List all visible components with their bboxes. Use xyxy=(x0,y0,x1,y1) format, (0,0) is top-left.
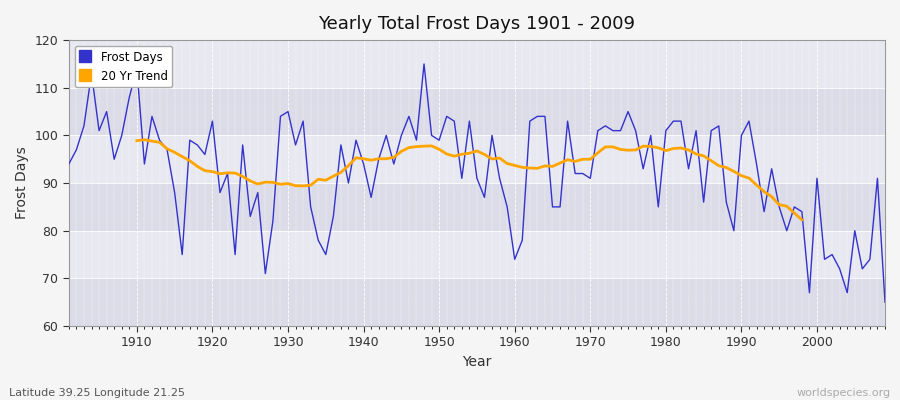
Y-axis label: Frost Days: Frost Days xyxy=(15,147,29,220)
Bar xyxy=(68,231,885,278)
Text: worldspecies.org: worldspecies.org xyxy=(796,388,891,398)
Text: Latitude 39.25 Longitude 21.25: Latitude 39.25 Longitude 21.25 xyxy=(9,388,185,398)
Bar xyxy=(68,88,885,136)
Bar xyxy=(68,136,885,183)
Title: Yearly Total Frost Days 1901 - 2009: Yearly Total Frost Days 1901 - 2009 xyxy=(319,15,635,33)
Bar xyxy=(68,40,885,88)
Bar xyxy=(68,278,885,326)
Bar xyxy=(68,183,885,231)
Legend: Frost Days, 20 Yr Trend: Frost Days, 20 Yr Trend xyxy=(75,46,173,87)
X-axis label: Year: Year xyxy=(463,355,491,369)
